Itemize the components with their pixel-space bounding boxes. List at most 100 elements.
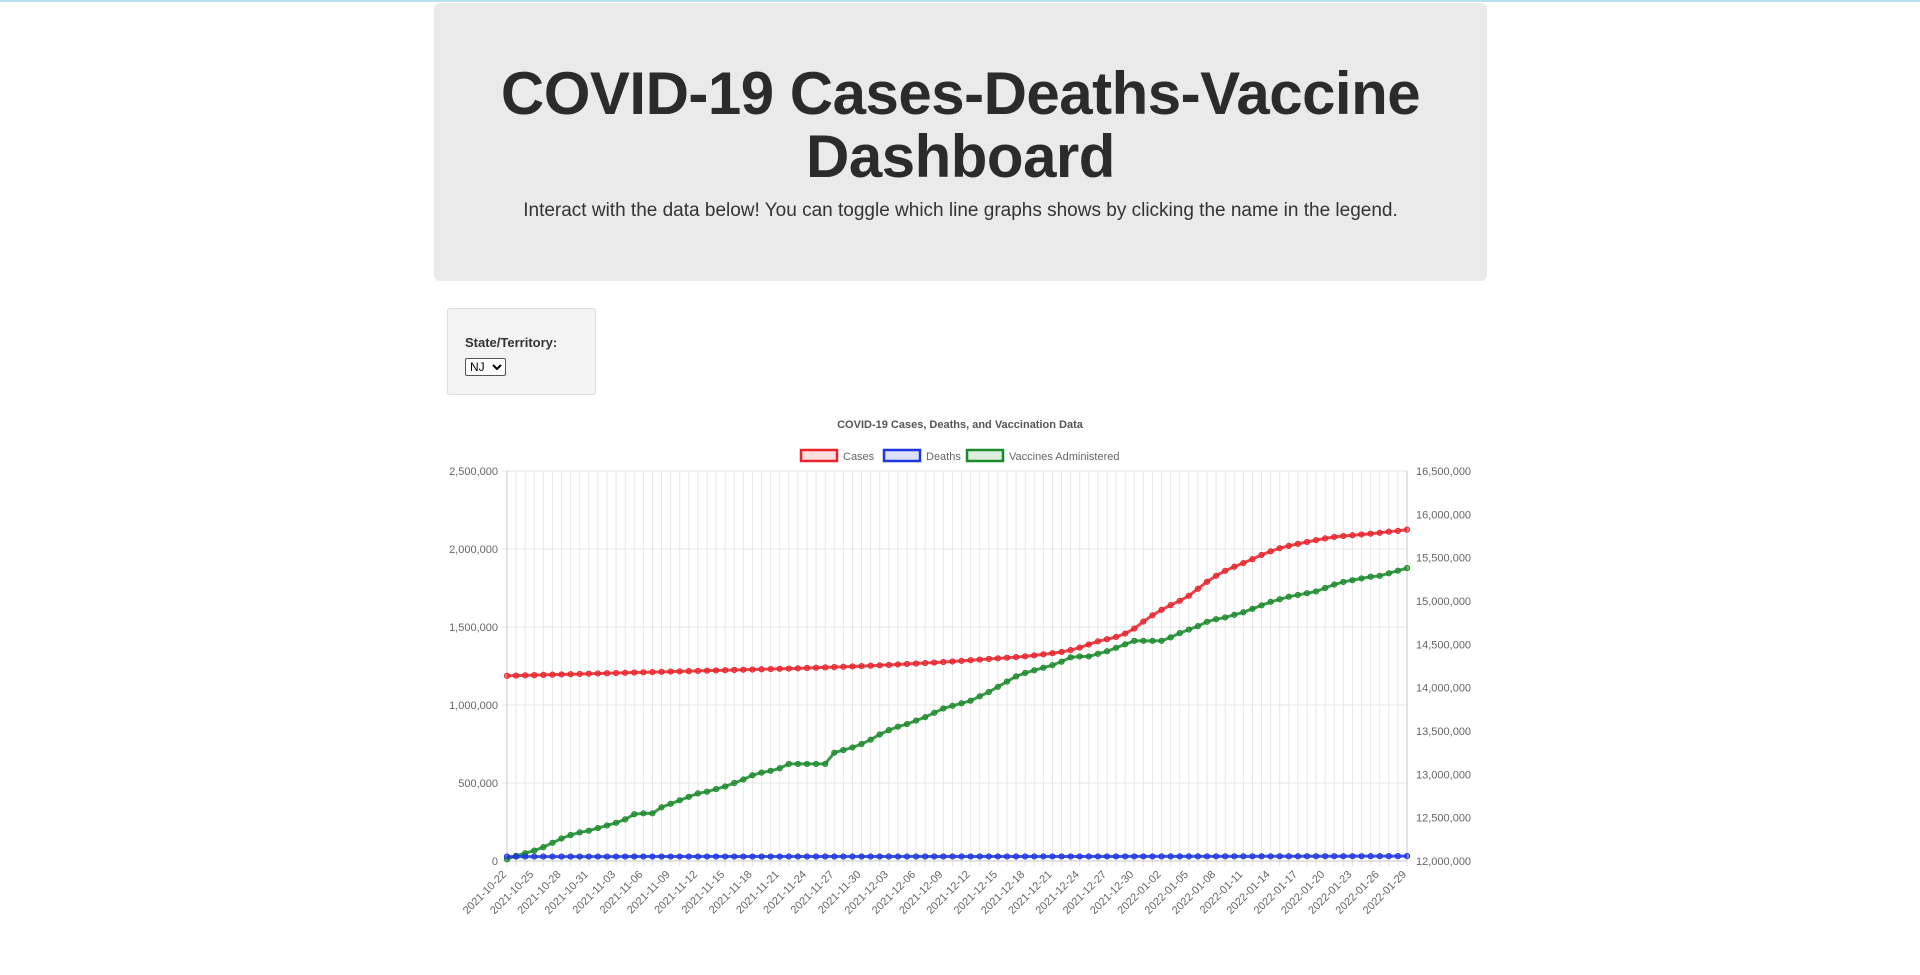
data-point[interactable]	[912, 717, 920, 724]
data-point[interactable]	[849, 744, 856, 751]
data-point[interactable]	[603, 670, 611, 677]
data-point[interactable]	[940, 705, 947, 712]
data-point[interactable]	[1331, 581, 1338, 588]
data-point[interactable]	[712, 853, 720, 860]
data-point[interactable]	[1276, 596, 1283, 603]
data-point[interactable]	[731, 853, 738, 860]
data-point[interactable]	[994, 853, 1002, 860]
data-point[interactable]	[776, 665, 783, 672]
data-point[interactable]	[1385, 570, 1392, 577]
data-point[interactable]	[612, 819, 620, 826]
data-point[interactable]	[1240, 609, 1247, 616]
data-point[interactable]	[540, 844, 547, 851]
state-select[interactable]: NJ	[465, 358, 506, 376]
data-point[interactable]	[1031, 652, 1038, 659]
data-point[interactable]	[1403, 564, 1411, 572]
data-point[interactable]	[1249, 556, 1256, 563]
data-point[interactable]	[594, 853, 602, 860]
data-point[interactable]	[612, 669, 620, 677]
data-point[interactable]	[649, 668, 656, 676]
data-point[interactable]	[1203, 578, 1211, 585]
data-point[interactable]	[903, 660, 911, 668]
data-point[interactable]	[1240, 853, 1247, 860]
data-point[interactable]	[1158, 606, 1165, 613]
data-point[interactable]	[703, 788, 711, 795]
data-point[interactable]	[1167, 634, 1174, 641]
data-point[interactable]	[531, 672, 538, 679]
data-point[interactable]	[803, 760, 811, 768]
data-point[interactable]	[785, 665, 792, 672]
data-point[interactable]	[1058, 658, 1065, 665]
data-point[interactable]	[849, 663, 856, 670]
data-point[interactable]	[1376, 529, 1383, 536]
data-point[interactable]	[985, 688, 992, 696]
data-point[interactable]	[749, 666, 756, 673]
data-point[interactable]	[949, 702, 956, 709]
data-point[interactable]	[794, 665, 802, 672]
data-point[interactable]	[1131, 853, 1138, 860]
data-point[interactable]	[1394, 527, 1402, 535]
data-point[interactable]	[1403, 853, 1411, 860]
data-point[interactable]	[1040, 651, 1047, 658]
data-point[interactable]	[1149, 853, 1156, 860]
data-point[interactable]	[1367, 530, 1374, 537]
data-point[interactable]	[1231, 853, 1238, 860]
data-point[interactable]	[967, 657, 974, 664]
data-point[interactable]	[1140, 853, 1147, 860]
data-point[interactable]	[640, 669, 647, 676]
data-point[interactable]	[1394, 567, 1402, 574]
data-point[interactable]	[1258, 602, 1265, 609]
data-point[interactable]	[894, 661, 902, 668]
data-point[interactable]	[1003, 853, 1011, 860]
data-point[interactable]	[703, 853, 711, 860]
data-point[interactable]	[1231, 611, 1238, 618]
data-point[interactable]	[612, 853, 620, 860]
data-point[interactable]	[1249, 853, 1256, 860]
data-point[interactable]	[1076, 653, 1083, 660]
data-point[interactable]	[1285, 542, 1292, 549]
data-point[interactable]	[885, 661, 892, 669]
data-point[interactable]	[1094, 650, 1102, 657]
data-point[interactable]	[540, 671, 547, 678]
data-point[interactable]	[1167, 853, 1174, 860]
data-point[interactable]	[831, 749, 838, 756]
data-point[interactable]	[567, 831, 574, 839]
data-point[interactable]	[567, 671, 574, 678]
data-point[interactable]	[594, 670, 602, 677]
data-point[interactable]	[712, 785, 720, 793]
data-point[interactable]	[958, 700, 965, 707]
data-point[interactable]	[1267, 853, 1274, 860]
data-point[interactable]	[1122, 630, 1129, 637]
data-point[interactable]	[1022, 653, 1029, 660]
data-point[interactable]	[1303, 590, 1311, 597]
data-point[interactable]	[1203, 618, 1211, 625]
data-point[interactable]	[667, 668, 674, 675]
data-point[interactable]	[731, 666, 738, 674]
data-point[interactable]	[1367, 573, 1374, 580]
data-point[interactable]	[785, 760, 792, 768]
data-point[interactable]	[1331, 853, 1338, 860]
data-point[interactable]	[1140, 618, 1147, 625]
data-point[interactable]	[522, 672, 529, 679]
data-point[interactable]	[558, 835, 565, 842]
data-point[interactable]	[758, 666, 765, 673]
data-point[interactable]	[1349, 577, 1356, 584]
data-point[interactable]	[858, 853, 865, 860]
data-point[interactable]	[958, 657, 965, 664]
data-point[interactable]	[694, 790, 702, 797]
data-point[interactable]	[1394, 853, 1402, 860]
data-point[interactable]	[912, 660, 920, 667]
data-point[interactable]	[1349, 532, 1356, 539]
data-point[interactable]	[1385, 528, 1392, 535]
data-point[interactable]	[831, 663, 838, 671]
data-point[interactable]	[622, 816, 629, 823]
data-point[interactable]	[503, 672, 511, 679]
data-point[interactable]	[1212, 616, 1220, 623]
data-point[interactable]	[1203, 853, 1211, 860]
data-point[interactable]	[840, 663, 847, 670]
data-point[interactable]	[549, 839, 556, 846]
data-point[interactable]	[867, 853, 874, 860]
data-point[interactable]	[767, 853, 774, 860]
data-point[interactable]	[776, 765, 783, 772]
data-point[interactable]	[976, 853, 983, 860]
